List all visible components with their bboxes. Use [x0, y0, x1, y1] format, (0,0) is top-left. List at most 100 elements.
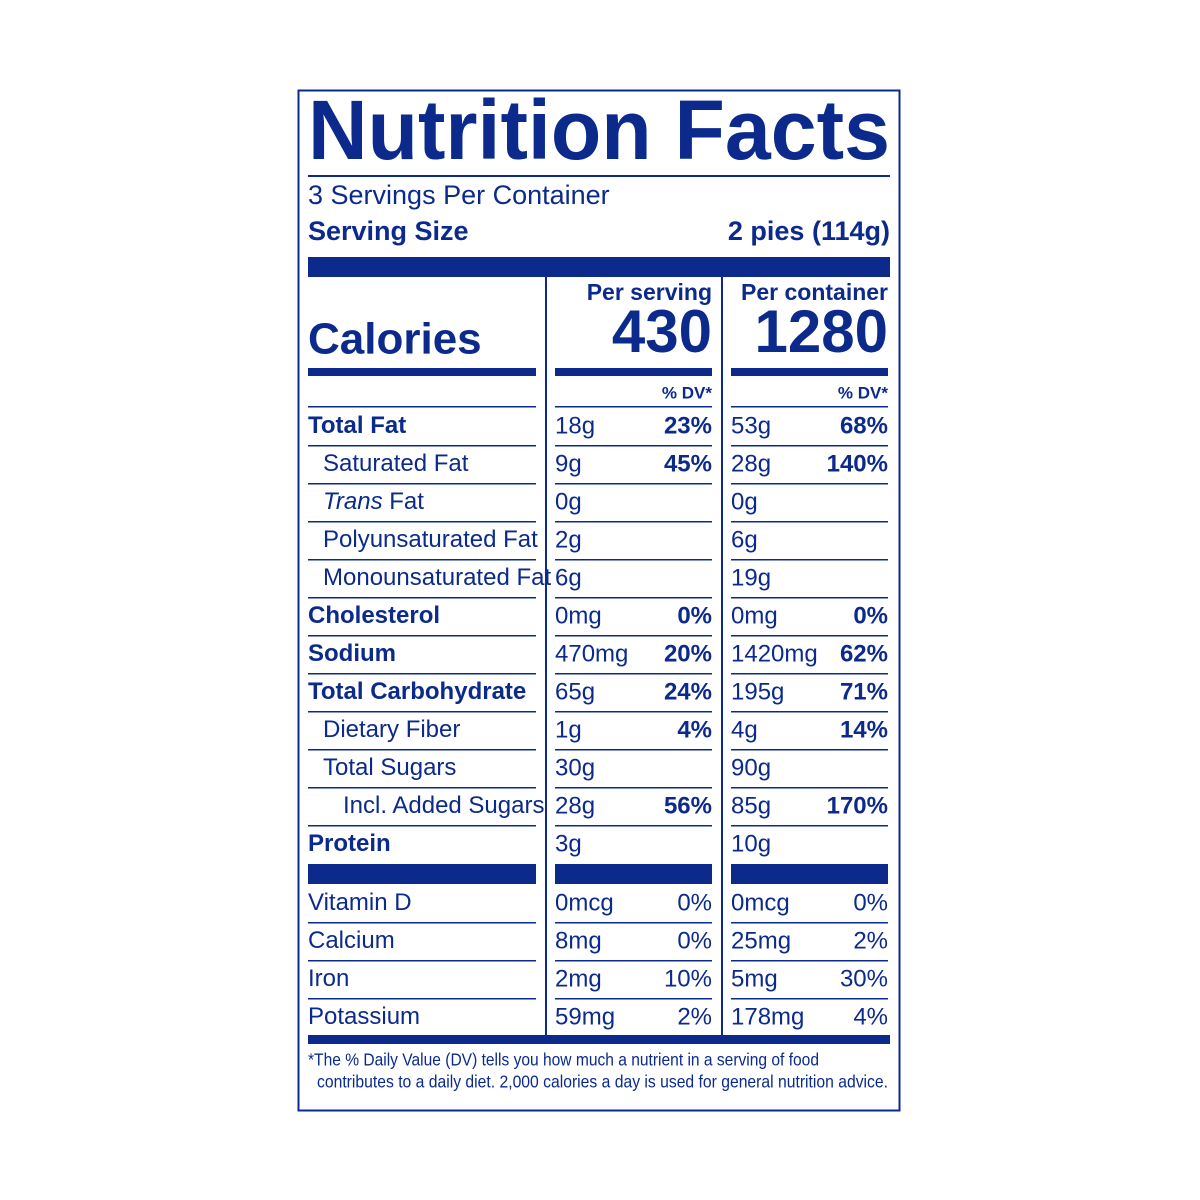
amount: 5mg	[731, 965, 778, 992]
rule	[731, 521, 888, 523]
nutrient-name-text: Vitamin D	[308, 889, 412, 916]
thick-bar	[731, 864, 888, 884]
rule	[555, 635, 712, 637]
rule	[731, 749, 888, 751]
amount: 10g	[731, 830, 771, 857]
rule	[555, 673, 712, 675]
amount: 59mg	[555, 1003, 615, 1030]
rule	[308, 521, 536, 523]
percent-dv: 0%	[677, 602, 712, 629]
amount: 0g	[555, 488, 582, 515]
rule	[308, 711, 536, 713]
rule	[731, 673, 888, 675]
percent-dv: 71%	[840, 678, 888, 705]
percent-dv: 4%	[853, 1003, 888, 1030]
nutrient-name: Trans Fat	[323, 488, 424, 515]
percent-dv: 30%	[840, 965, 888, 992]
amount: 2mg	[555, 965, 602, 992]
nutrient-name: Total Carbohydrate	[308, 678, 526, 705]
rule	[308, 175, 890, 177]
amount: 18g	[555, 412, 595, 439]
rule	[731, 635, 888, 637]
rule	[555, 406, 712, 408]
nutrient-name-text: Monounsaturated Fat	[323, 564, 551, 591]
medium-bar	[731, 368, 888, 376]
nutrient-name: Total Sugars	[323, 754, 456, 781]
medium-bar	[308, 1035, 890, 1044]
rule	[555, 787, 712, 789]
calories-label: Calories	[308, 315, 482, 364]
nutrient-name-text: Iron	[308, 965, 349, 992]
percent-dv: 14%	[840, 716, 888, 743]
rule	[555, 960, 712, 962]
nutrient-name-text: Sodium	[308, 640, 396, 667]
rule	[308, 998, 536, 1000]
percent-dv: 10%	[664, 965, 712, 992]
rule	[731, 597, 888, 599]
rule	[308, 673, 536, 675]
percent-dv: 0%	[677, 927, 712, 954]
rule	[555, 711, 712, 713]
nutrient-name: Calcium	[308, 927, 395, 954]
amount: 2g	[555, 526, 582, 553]
amount: 4g	[731, 716, 758, 743]
amount: 470mg	[555, 640, 628, 667]
rule	[555, 998, 712, 1000]
amount: 195g	[731, 678, 784, 705]
nutrient-name-text: Polyunsaturated Fat	[323, 526, 538, 553]
amount: 85g	[731, 792, 771, 819]
serving-size-value: 2 pies (114g)	[728, 216, 890, 246]
rule	[731, 787, 888, 789]
amount: 0mg	[555, 602, 602, 629]
nutrient-name: Potassium	[308, 1003, 420, 1030]
percent-dv: 170%	[827, 792, 888, 819]
column-heading: Per serving	[587, 279, 712, 305]
serving-size-label: Serving Size	[308, 216, 469, 246]
amount: 25mg	[731, 927, 791, 954]
rule	[308, 483, 536, 485]
calories-value: 1280	[755, 298, 888, 365]
nutrient-name-text: Incl. Added Sugars	[343, 792, 544, 819]
amount: 8mg	[555, 927, 602, 954]
rule	[731, 406, 888, 408]
nutrient-name: Incl. Added Sugars	[343, 792, 544, 819]
rule	[731, 559, 888, 561]
rule	[555, 825, 712, 827]
label-border	[297, 89, 901, 1112]
rule	[308, 960, 536, 962]
amount: 90g	[731, 754, 771, 781]
percent-dv: 23%	[664, 412, 712, 439]
rule	[308, 597, 536, 599]
percent-dv: 20%	[664, 640, 712, 667]
percent-dv: 2%	[677, 1003, 712, 1030]
nutrient-name-text: Total Fat	[308, 412, 406, 439]
nutrient-name: Saturated Fat	[323, 450, 469, 477]
nutrient-name-text: Fat	[383, 488, 425, 515]
dv-header: % DV*	[662, 383, 712, 402]
thick-bar	[308, 257, 890, 277]
column-divider	[721, 277, 723, 1035]
nutrient-name-italic: Trans	[323, 488, 383, 515]
nutrient-name-text: Protein	[308, 830, 391, 857]
column-divider	[545, 277, 547, 1035]
footnote: contributes to a daily diet. 2,000 calor…	[317, 1072, 888, 1092]
nutrient-name-text: Saturated Fat	[323, 450, 469, 477]
rule	[308, 922, 536, 924]
footnote: *The % Daily Value (DV) tells you how mu…	[308, 1050, 819, 1070]
percent-dv: 140%	[827, 450, 888, 477]
rule	[555, 597, 712, 599]
percent-dv: 45%	[664, 450, 712, 477]
amount: 3g	[555, 830, 582, 857]
title: Nutrition Facts	[308, 83, 890, 177]
nutrient-name: Protein	[308, 830, 391, 857]
nutrient-name-text: Total Sugars	[323, 754, 456, 781]
amount: 53g	[731, 412, 771, 439]
rule	[308, 445, 536, 447]
rule	[555, 922, 712, 924]
nutrient-name: Cholesterol	[308, 602, 440, 629]
nutrient-name: Dietary Fiber	[323, 716, 460, 743]
amount: 30g	[555, 754, 595, 781]
amount: 0mg	[731, 602, 778, 629]
rule	[731, 960, 888, 962]
